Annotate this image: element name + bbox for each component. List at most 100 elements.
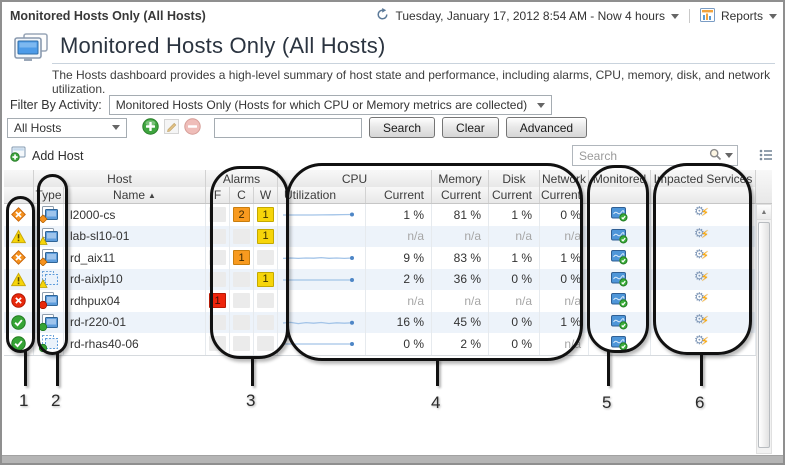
subheader-name[interactable]: Name ▲: [64, 187, 206, 203]
vertical-scrollbar[interactable]: ▲: [756, 204, 772, 454]
host-type-icon: [34, 225, 64, 247]
add-scope-icon[interactable]: [142, 117, 159, 138]
subheader-critical[interactable]: C: [230, 187, 254, 203]
table-search-box: [572, 145, 738, 166]
advanced-button[interactable]: Advanced: [505, 117, 588, 138]
cpu-utilization-sparkline: [278, 290, 366, 312]
reports-caret-icon[interactable]: [769, 13, 777, 19]
alarm-count[interactable]: 2: [233, 207, 250, 223]
host-type-icon: [34, 333, 64, 355]
host-name-link[interactable]: rd_aix11: [64, 247, 206, 269]
filter-label: Filter By Activity:: [10, 98, 102, 112]
callout-number: 6: [695, 393, 705, 412]
warning-alarm-cell: [254, 247, 278, 269]
table-row[interactable]: lab-sl10-01 1 n/a n/a n/a n/a ⚙ ⚡: [4, 225, 756, 247]
cpu-current-value: 2 %: [366, 268, 432, 290]
monitored-icon[interactable]: [589, 333, 651, 355]
host-name-link[interactable]: rdhpux04: [64, 290, 206, 312]
impacted-services-icon[interactable]: ⚙ ⚡: [651, 333, 756, 355]
reports-menu[interactable]: Reports: [720, 9, 763, 23]
host-name-link[interactable]: rd-aixlp10: [64, 268, 206, 290]
table-row[interactable]: l2000-cs 2 1 1 % 81 % 1 % 0 % ⚙ ⚡: [4, 204, 756, 226]
search-icon[interactable]: [709, 148, 722, 164]
sort-asc-icon: ▲: [148, 190, 156, 200]
header-network-group[interactable]: Network: [540, 170, 589, 187]
header-alarms-group[interactable]: Alarms: [206, 170, 278, 187]
alarm-count-empty: [209, 207, 226, 223]
add-host-icon: [10, 146, 27, 165]
table-row[interactable]: rd-rhas40-06 0 % 2 % 0 % n/a ⚙ ⚡: [4, 333, 756, 355]
subheader-fatal[interactable]: F: [206, 187, 230, 203]
customizer-icon[interactable]: [759, 149, 773, 164]
subheader-warning[interactable]: W: [254, 187, 278, 203]
scroll-up-icon[interactable]: ▲: [757, 205, 771, 220]
time-range-caret-icon[interactable]: [670, 13, 679, 19]
service-gear-icon: ⚙: [694, 204, 705, 219]
breadcrumb[interactable]: Monitored Hosts Only (All Hosts): [10, 9, 206, 23]
alarm-count-empty: [257, 314, 274, 330]
alarm-count[interactable]: 1: [209, 293, 226, 309]
subheader-utilization[interactable]: Utilization: [278, 187, 366, 203]
subheader-disk-current[interactable]: Current: [489, 187, 540, 203]
host-name-link[interactable]: lab-sl10-01: [64, 225, 206, 247]
host-type-icon: [34, 247, 64, 269]
monitored-icon[interactable]: [589, 247, 651, 269]
impacted-services-icon[interactable]: ⚙ ⚡: [651, 290, 756, 312]
time-range[interactable]: Tuesday, January 17, 2012 8:54 AM - Now …: [395, 9, 665, 23]
scope-select[interactable]: All Hosts: [7, 117, 127, 138]
header-monitored[interactable]: Monitored: [589, 170, 651, 187]
header-impacted-services[interactable]: Impacted Services: [651, 170, 756, 187]
critical-alarm-cell: 1: [230, 247, 254, 269]
edit-scope-icon[interactable]: [164, 118, 179, 137]
host-name-link[interactable]: l2000-cs: [64, 204, 206, 226]
alarm-count[interactable]: 1: [257, 207, 274, 223]
subheader-memory-current[interactable]: Current: [432, 187, 489, 203]
table-search-input[interactable]: [577, 147, 706, 164]
warning-alarm-cell: 1: [254, 268, 278, 290]
host-name-link[interactable]: rd-r220-01: [64, 311, 206, 333]
impacted-services-icon[interactable]: ⚙ ⚡: [651, 268, 756, 290]
impacted-services-icon[interactable]: ⚙ ⚡: [651, 225, 756, 247]
memory-current-value: 81 %: [432, 204, 489, 226]
search-query-input[interactable]: [214, 117, 362, 138]
scrollbar-thumb[interactable]: [758, 222, 770, 448]
header-memory-group[interactable]: Memory: [432, 170, 489, 187]
callout-line: [251, 357, 254, 386]
monitored-icon[interactable]: [589, 225, 651, 247]
alarm-count-empty: [257, 293, 274, 309]
table-row[interactable]: rd-r220-01 16 % 45 % 0 % 1 % ⚙ ⚡: [4, 311, 756, 333]
alarm-count[interactable]: 1: [233, 250, 250, 266]
alarm-count[interactable]: 1: [257, 228, 274, 244]
table-row[interactable]: rd_aix11 1 9 % 83 % 1 % 1 % ⚙ ⚡: [4, 247, 756, 269]
impacted-services-icon[interactable]: ⚙ ⚡: [651, 311, 756, 333]
activity-filter-select[interactable]: Monitored Hosts Only (Hosts for which CP…: [108, 95, 553, 115]
table-row[interactable]: rdhpux04 1 n/a n/a n/a n/a ⚙ ⚡: [4, 290, 756, 312]
critical-alarm-cell: [230, 311, 254, 333]
table-body: l2000-cs 2 1 1 % 81 % 1 % 0 % ⚙ ⚡ lab-sl10-01 1 n/a…: [4, 204, 756, 356]
subheader-network-current[interactable]: Current: [540, 187, 589, 203]
alarm-count-empty: [257, 250, 274, 266]
subheader-cpu-current[interactable]: Current: [366, 187, 432, 203]
host-type-icon: [34, 290, 64, 312]
alarm-count-empty: [209, 271, 226, 287]
monitored-icon[interactable]: [589, 290, 651, 312]
monitored-icon[interactable]: [589, 204, 651, 226]
add-host-button[interactable]: Add Host: [10, 146, 83, 165]
search-button[interactable]: Search: [369, 117, 436, 138]
header-cpu-group[interactable]: CPU: [278, 170, 432, 187]
network-current-value: 1 %: [540, 311, 589, 333]
search-options-caret-icon[interactable]: [725, 153, 733, 158]
header-host-group[interactable]: Host: [34, 170, 206, 187]
subheader-type[interactable]: Type: [34, 187, 64, 203]
alarm-count[interactable]: 1: [257, 271, 274, 287]
header-disk-group[interactable]: Disk: [489, 170, 540, 187]
callout-line: [56, 353, 59, 386]
impacted-services-icon[interactable]: ⚙ ⚡: [651, 247, 756, 269]
monitored-icon[interactable]: [589, 268, 651, 290]
clear-button[interactable]: Clear: [442, 117, 499, 138]
remove-scope-icon[interactable]: [184, 117, 201, 138]
impacted-services-icon[interactable]: ⚙ ⚡: [651, 204, 756, 226]
table-row[interactable]: rd-aixlp10 1 2 % 36 % 0 % 0 % ⚙ ⚡: [4, 268, 756, 290]
monitored-icon[interactable]: [589, 311, 651, 333]
host-name-link[interactable]: rd-rhas40-06: [64, 333, 206, 355]
